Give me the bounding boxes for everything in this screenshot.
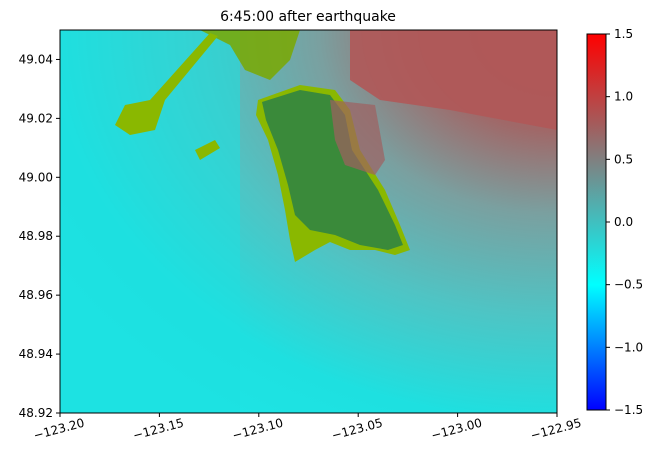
north-shore xyxy=(200,30,300,80)
red-upland xyxy=(350,30,557,130)
y-tick-label: 49.02 xyxy=(19,111,53,125)
colorbar-tick-label: −0.5 xyxy=(614,278,643,292)
y-tick-label: 49.00 xyxy=(19,170,53,184)
colorbar-tick-label: 1.0 xyxy=(614,90,633,104)
peninsula-core xyxy=(262,90,403,250)
colorbar-tick-label: −1.5 xyxy=(614,403,643,417)
colorbar-tick-label: 1.5 xyxy=(614,27,633,41)
colorbar xyxy=(586,33,607,411)
x-tick-label: −123.05 xyxy=(330,416,384,443)
causeway xyxy=(115,33,218,135)
y-tick-label: 48.94 xyxy=(19,347,53,361)
chart-title: 6:45:00 after earthquake xyxy=(220,9,396,25)
x-tick-label: −123.15 xyxy=(131,416,185,443)
x-tick-label: −122.95 xyxy=(529,416,583,443)
colorbar-axis: −1.5 −1.0 −0.5 0.0 0.5 1.0 1.5 xyxy=(606,27,643,417)
y-tick-label: 48.92 xyxy=(19,406,53,420)
x-tick-label: −123.10 xyxy=(231,416,285,443)
plot-frame xyxy=(59,29,558,414)
colorbar-tick-label: −1.0 xyxy=(614,340,643,354)
y-tick-label: 49.04 xyxy=(19,52,53,66)
colorbar-tick-label: 0.5 xyxy=(614,152,633,166)
y-axis: 48.92 48.94 48.96 48.98 49.00 49.02 49.04 xyxy=(19,52,60,420)
x-tick-label: −123.00 xyxy=(430,416,484,443)
colorbar-tick-label: 0.0 xyxy=(614,215,633,229)
left-water xyxy=(60,30,240,413)
x-axis: −123.20 −123.15 −123.10 −123.05 −123.00 −122.… xyxy=(32,413,583,443)
y-tick-label: 48.96 xyxy=(19,288,53,302)
boundary-bay-marsh xyxy=(330,100,385,175)
y-tick-label: 48.98 xyxy=(19,229,53,243)
causeway-south xyxy=(195,140,220,160)
heatmap-field xyxy=(60,30,557,413)
